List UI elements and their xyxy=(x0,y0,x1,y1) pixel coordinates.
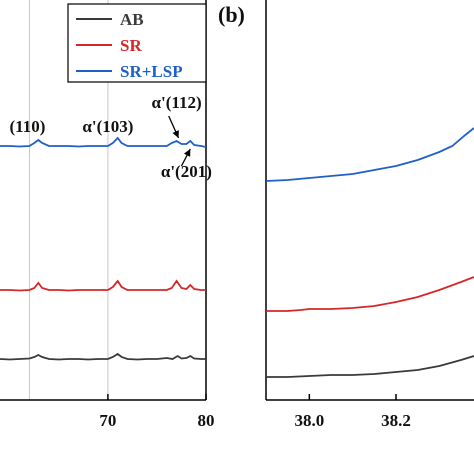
series-ab-line xyxy=(266,355,474,378)
peak-annotation: (110) xyxy=(10,117,46,136)
panel-b-label: (b) xyxy=(218,2,245,27)
series-ab-line xyxy=(0,352,206,361)
x-tick-label: 70 xyxy=(99,411,116,430)
panel-a-series xyxy=(0,136,207,361)
peak-annotation: α'(112) xyxy=(152,93,202,112)
legend-box xyxy=(67,3,207,83)
series-sr-line xyxy=(0,279,206,292)
panel-a: 70 80 (110) α'(103) α'(112) α'(201) AB SR SR+L… xyxy=(0,0,215,430)
series-sr-lsp-line xyxy=(265,127,474,182)
legend-entry: SR+LSP xyxy=(120,62,183,81)
x-tick-label: 38.2 xyxy=(381,411,411,430)
x-tick-label: 80 xyxy=(198,411,215,430)
panel-a-arrows xyxy=(168,115,191,167)
legend-entry: AB xyxy=(120,10,144,29)
annotation-arrowhead xyxy=(172,130,179,138)
panel-b: (b) 38.0 38.2 xyxy=(218,0,474,430)
panel-a-annotations: (110) α'(103) α'(112) α'(201) xyxy=(10,93,212,181)
legend-items: AB SR SR+LSP xyxy=(76,10,183,81)
panel-a-ticks: 70 80 xyxy=(99,394,215,430)
series-sr-line xyxy=(266,276,474,312)
legend-entry: SR xyxy=(120,36,142,55)
panel-b-ticks: 38.0 38.2 xyxy=(294,394,411,430)
panel-b-series xyxy=(265,127,474,378)
annotation-arrowhead xyxy=(183,149,191,157)
legend: AB SR SR+LSP xyxy=(67,3,207,83)
series-sr-lsp-line xyxy=(0,136,207,148)
peak-annotation: α'(103) xyxy=(82,117,133,136)
x-tick-label: 38.0 xyxy=(294,411,324,430)
peak-annotation: α'(201) xyxy=(161,162,212,181)
